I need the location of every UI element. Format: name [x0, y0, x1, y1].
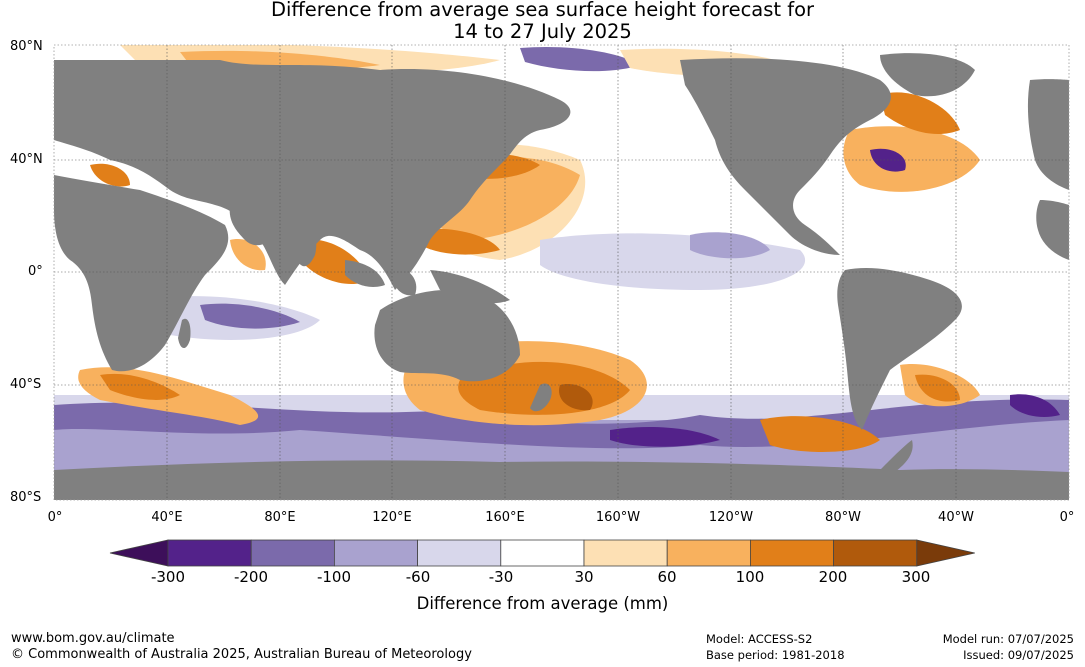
footer-model-run: Model run: 07/07/2025 [942, 632, 1074, 646]
footer-model: Model: ACCESS-S2 [706, 632, 813, 646]
colorbar-segment [250, 539, 335, 567]
anomaly-field [54, 45, 1069, 500]
colorbar-segment [583, 539, 668, 567]
lon-label-0-west: 0° [47, 510, 63, 525]
footer-copyright: © Commonwealth of Australia 2025, Austra… [11, 647, 472, 662]
colorbar-tick-label: -100 [316, 568, 352, 586]
colorbar-tick-label: 200 [818, 568, 848, 586]
lon-label-160e: 160°E [485, 510, 525, 525]
lon-label-40w: 40°W [938, 510, 974, 525]
colorbar-segment [417, 539, 502, 567]
colorbar-tick-label: 300 [901, 568, 931, 586]
graticule [54, 45, 1069, 500]
colorbar [109, 539, 975, 567]
colorbar-tick-label: -30 [488, 568, 514, 586]
lat-label-0: 0° [28, 264, 43, 279]
lon-label-40e: 40°E [151, 510, 183, 525]
colorbar-extend-high [916, 539, 975, 567]
lat-label-40s: 40°S [10, 377, 42, 392]
land [54, 53, 1069, 500]
lat-label-80n: 80°N [10, 39, 43, 54]
colorbar-segment [833, 539, 918, 567]
footer-issued: Issued: 09/07/2025 [963, 648, 1074, 662]
colorbar-tick-label: 60 [657, 568, 677, 586]
colorbar-segment [500, 539, 585, 567]
colorbar-segment [333, 539, 418, 567]
colorbar-tick-label: 100 [735, 568, 765, 586]
footer-base-period: Base period: 1981-2018 [706, 648, 845, 662]
colorbar-title: Difference from average (mm) [416, 594, 669, 613]
colorbar-tick-label: -200 [233, 568, 269, 586]
colorbar-segment [750, 539, 835, 567]
map-title-line-1: Difference from average sea surface heig… [270, 0, 815, 21]
lon-label-80e: 80°E [264, 510, 296, 525]
lon-label-80w: 80°W [825, 510, 861, 525]
map-title-line-2: 14 to 27 July 2025 [453, 20, 632, 43]
colorbar-tick-label: -60 [405, 568, 431, 586]
map-frame [53, 44, 1070, 501]
lon-label-0-east: 0° [1059, 510, 1075, 525]
lat-label-80s: 80°S [10, 490, 42, 505]
colorbar-segment [167, 539, 252, 567]
colorbar-tick-label: 30 [574, 568, 594, 586]
lat-label-40n: 40°N [10, 152, 43, 167]
lon-label-160w: 160°W [595, 510, 641, 525]
colorbar-segment [666, 539, 751, 567]
colorbar-extend-low [109, 539, 169, 567]
footer-url: www.bom.gov.au/climate [11, 631, 175, 646]
colorbar-tick-label: -300 [150, 568, 186, 586]
lon-label-120w: 120°W [708, 510, 754, 525]
lon-label-120e: 120°E [372, 510, 412, 525]
